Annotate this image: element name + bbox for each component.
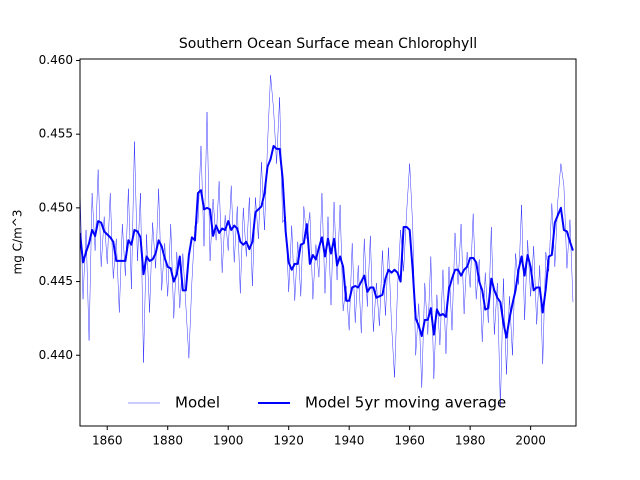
x-tick-label: 1980 — [455, 434, 486, 448]
chart-title: Southern Ocean Surface mean Chlorophyll — [179, 36, 477, 52]
plot-frame — [79, 58, 577, 427]
x-tick-label: 2000 — [515, 434, 546, 448]
x-tick-label: 1940 — [334, 434, 365, 448]
series-line — [80, 144, 574, 339]
x-tick-label: 1920 — [273, 434, 304, 448]
x-tick-label: 1880 — [152, 434, 183, 448]
y-axis-label: mg C/m^3 — [11, 210, 25, 275]
y-tick-label: 0.445 — [39, 274, 73, 288]
series-line — [80, 75, 574, 408]
y-tick-label: 0.460 — [39, 53, 73, 67]
y-tick-label: 0.450 — [39, 200, 73, 214]
legend-label: Model 5yr moving average — [305, 394, 506, 412]
x-tick-label: 1860 — [92, 434, 123, 448]
x-tick-label: 1960 — [394, 434, 425, 448]
x-tick-label: 1900 — [213, 434, 244, 448]
legend-label: Model — [175, 394, 220, 412]
y-tick-label: 0.440 — [39, 348, 73, 362]
y-tick-label: 0.455 — [39, 127, 73, 141]
